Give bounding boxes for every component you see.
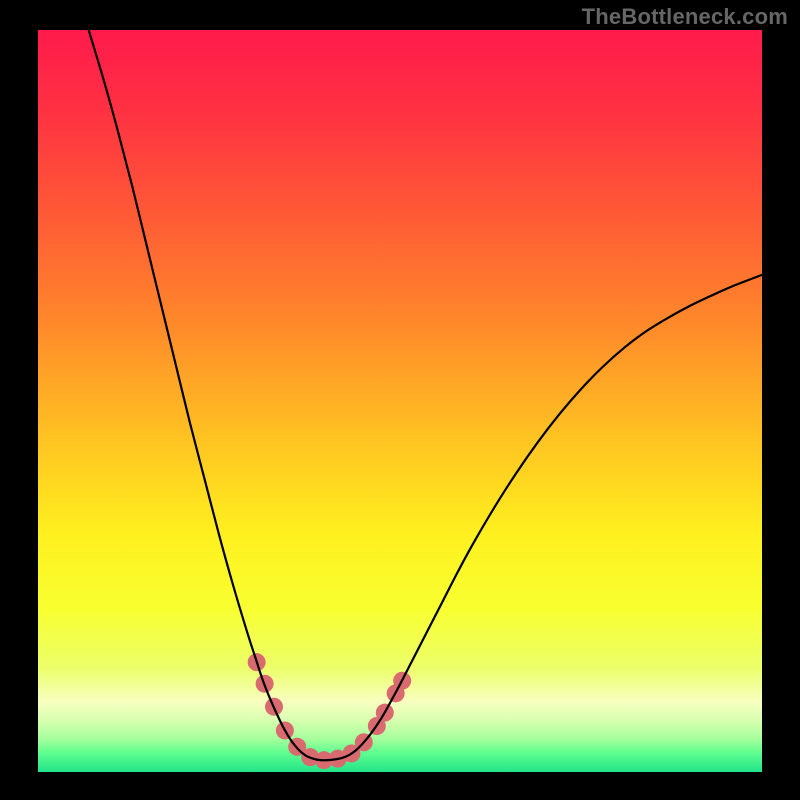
bottleneck-curve-chart [0, 0, 800, 800]
chart-gradient-background [38, 30, 762, 772]
chart-container: { "watermark": { "text": "TheBottleneck.… [0, 0, 800, 800]
